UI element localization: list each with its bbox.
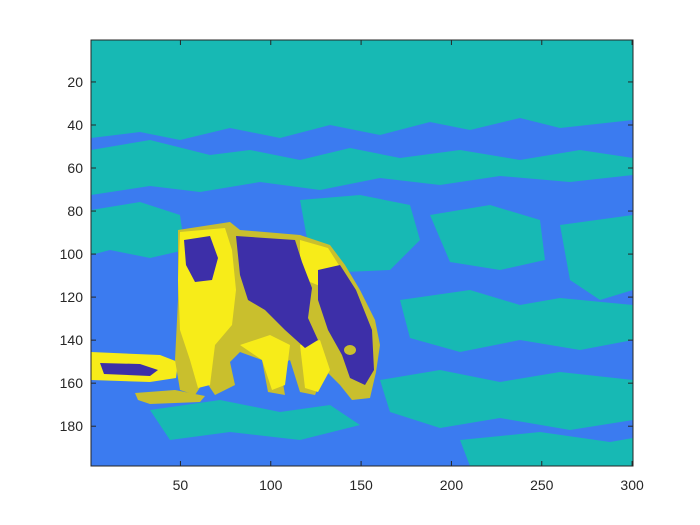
axes-box: [90, 39, 634, 467]
field-patch: [460, 432, 633, 466]
y-tick-label: 100: [60, 246, 84, 262]
y-tick-label: 20: [67, 74, 83, 90]
y-tick-label: 180: [60, 418, 84, 434]
x-tick-label: 250: [530, 477, 554, 493]
field-patch: [91, 140, 633, 195]
cow-highlight-region: [300, 340, 330, 392]
upper-field-region: [91, 40, 633, 140]
cow-eye-patch: [344, 345, 356, 355]
field-patch: [380, 370, 633, 430]
x-axis: 50 100 150 200 250 300: [173, 40, 644, 493]
x-tick-label: 100: [259, 477, 283, 493]
y-tick-label: 40: [67, 117, 83, 133]
y-tick-label: 140: [60, 332, 84, 348]
y-tick-label: 60: [67, 160, 83, 176]
field-patch: [400, 290, 633, 352]
ground-strip-shadow: [100, 363, 158, 376]
ground-speckle: [135, 390, 205, 404]
y-tick-label: 80: [67, 203, 83, 219]
cow-highlight-region: [240, 335, 290, 390]
field-patch: [150, 400, 360, 440]
x-tick-label: 150: [349, 477, 373, 493]
plot-area: [91, 40, 633, 466]
y-tick-label: 120: [60, 289, 84, 305]
y-axis: 20 40 60 80 100 120 140 160 180: [60, 74, 633, 434]
field-patch: [560, 215, 633, 300]
cow-dark-patch: [236, 236, 318, 348]
x-tick-label: 50: [173, 477, 189, 493]
cow-dark-patch: [184, 236, 218, 282]
y-tick-label: 160: [60, 375, 84, 391]
cow-dark-patch: [318, 265, 374, 385]
field-patch: [91, 202, 185, 258]
x-tick-label: 200: [440, 477, 464, 493]
x-tick-label: 300: [620, 477, 644, 493]
field-patch: [430, 205, 545, 270]
